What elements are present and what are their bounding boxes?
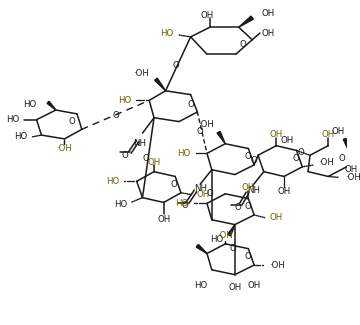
Text: ·OH: ·OH <box>133 69 149 78</box>
Text: ·OH: ·OH <box>57 144 72 153</box>
Text: OH: OH <box>262 9 275 18</box>
Text: HO: HO <box>6 115 19 124</box>
Text: ·OH: ·OH <box>270 262 285 270</box>
Text: NH: NH <box>133 139 146 148</box>
Text: O: O <box>207 189 213 198</box>
Text: O: O <box>234 203 241 212</box>
Text: OH: OH <box>332 127 345 136</box>
Text: HO: HO <box>106 177 120 186</box>
Polygon shape <box>47 101 56 110</box>
Text: OH: OH <box>147 158 161 166</box>
Text: OH: OH <box>270 130 283 138</box>
Text: HO: HO <box>118 96 131 105</box>
Text: ·OH: ·OH <box>318 159 334 167</box>
Text: OH: OH <box>201 11 213 20</box>
Text: HO: HO <box>177 149 190 158</box>
Text: HO: HO <box>23 100 37 109</box>
Text: HO: HO <box>114 200 127 209</box>
Text: OH: OH <box>277 187 291 196</box>
Text: OH: OH <box>228 283 242 292</box>
Text: O: O <box>292 154 299 163</box>
Text: O: O <box>298 148 305 157</box>
Text: O: O <box>173 61 180 70</box>
Text: O: O <box>171 180 177 188</box>
Text: O: O <box>338 154 345 163</box>
Text: OH: OH <box>280 136 294 145</box>
Polygon shape <box>196 244 207 254</box>
Text: HO: HO <box>210 235 223 243</box>
Text: OH: OH <box>321 130 335 138</box>
Text: NH: NH <box>194 185 207 193</box>
Text: NH: NH <box>247 187 260 195</box>
Text: O: O <box>112 111 119 120</box>
Text: O: O <box>230 244 237 253</box>
Text: OH: OH <box>345 165 358 174</box>
Text: O: O <box>69 117 76 126</box>
Text: O: O <box>244 252 251 261</box>
Text: O: O <box>181 201 188 210</box>
Text: ·OH: ·OH <box>217 231 233 240</box>
Text: O: O <box>122 151 129 160</box>
Text: OH: OH <box>262 29 275 37</box>
Polygon shape <box>343 138 348 150</box>
Text: ·OH: ·OH <box>198 120 214 129</box>
Text: O: O <box>197 127 204 136</box>
Text: OH: OH <box>197 190 210 199</box>
Text: O: O <box>239 40 246 49</box>
Text: O: O <box>143 154 150 163</box>
Polygon shape <box>239 16 253 27</box>
Text: O: O <box>244 152 251 161</box>
Text: O: O <box>244 202 251 211</box>
Text: HO: HO <box>14 132 27 140</box>
Polygon shape <box>217 131 225 144</box>
Text: HO: HO <box>160 29 173 37</box>
Polygon shape <box>228 225 235 236</box>
Text: ·OH: ·OH <box>345 173 360 182</box>
Text: OH: OH <box>270 213 283 222</box>
Text: O: O <box>251 156 257 164</box>
Text: O: O <box>187 100 194 109</box>
Text: HO: HO <box>175 199 189 208</box>
Text: OH: OH <box>157 215 170 224</box>
Polygon shape <box>155 78 166 91</box>
Text: OH: OH <box>248 281 261 290</box>
Text: HO: HO <box>194 281 207 290</box>
Text: OH: OH <box>242 183 255 191</box>
